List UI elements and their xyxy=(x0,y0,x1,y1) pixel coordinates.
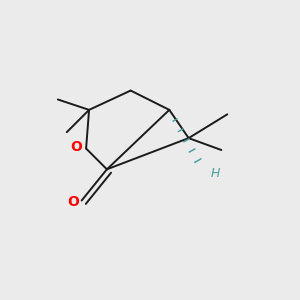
Text: O: O xyxy=(67,195,79,209)
Text: O: O xyxy=(70,140,83,154)
Text: H: H xyxy=(211,167,220,180)
